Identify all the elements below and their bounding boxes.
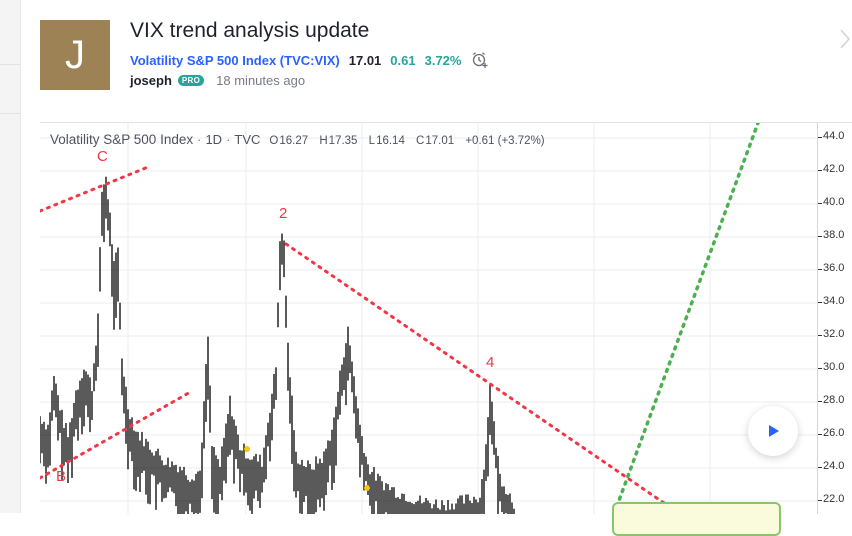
trendline-lower [40,389,194,480]
legend-high: 17.35 [328,135,358,147]
author-row: joseph PRO 18 minutes ago [130,73,305,88]
published-time: 18 minutes ago [216,73,306,88]
last-price: 17.01 [348,52,382,68]
left-gutter [0,0,21,513]
legend-low: 16.14 [376,135,405,147]
play-button[interactable] [748,406,798,456]
wave-label-c: C [97,148,108,165]
price-tick: 30.0 [818,361,844,373]
price-change: 0.61 [390,52,416,68]
legend-change: +0.61 (+3.72%) [465,135,545,147]
event-marker [364,485,370,491]
play-icon [769,425,779,437]
legend-close: 17.01 [425,135,455,147]
symbol-link[interactable]: Volatility S&P 500 Index (TVC:VIX) [130,52,340,68]
legend-low-key: L [368,135,376,147]
price-tick: 34.0 [818,295,844,307]
avatar-letter: J [65,32,85,77]
price-tick: 40.0 [818,196,844,208]
price-tick: 24.0 [818,460,844,472]
price-tick: 26.0 [818,427,844,439]
symbol-row: Volatility S&P 500 Index (TVC:VIX) 17.01… [130,51,489,69]
wave-label-b: B [56,468,67,485]
trendline-descending [284,242,682,514]
event-marker [244,446,250,452]
legend-separator: · [226,132,231,147]
legend-open: 16.27 [279,135,309,147]
chevron-right-icon[interactable] [838,28,852,55]
trendline-upper [40,165,150,213]
wave-label-2: 2 [279,205,288,222]
price-tick: 22.0 [818,493,844,505]
chart-canvas[interactable] [40,123,852,514]
trendline-projection [612,123,760,514]
gutter-notch [0,64,20,114]
price-tick: 28.0 [818,394,844,406]
author-avatar[interactable]: J [40,20,110,90]
wave-label-4: 4 [486,354,495,371]
legend-source: TVC [234,132,261,147]
legend-close-key: C [416,135,425,147]
pro-badge: PRO [177,75,205,86]
price-tick: 36.0 [818,262,844,274]
price-tick: 42.0 [818,163,844,175]
author-name[interactable]: joseph [130,73,172,88]
chart-legend: Volatility S&P 500 Index · 1D · TVC O16.… [50,132,545,147]
legend-high-key: H [319,135,328,147]
legend-symbol: Volatility S&P 500 Index [50,132,194,147]
legend-separator: · [197,132,202,147]
price-axis[interactable]: 44.0 42.0 40.0 38.0 36.0 34.0 32.0 30.0 … [817,123,852,514]
chart-area[interactable]: Volatility S&P 500 Index · 1D · TVC O16.… [40,122,852,514]
price-tick: 38.0 [818,229,844,241]
price-change-percent: 3.72% [424,52,462,68]
idea-title: VIX trend analysis update [130,19,370,42]
price-tick: 32.0 [818,328,844,340]
legend-ohlc: O16.27 H17.35 L16.14 C17.01 +0.61 (+3.72… [269,135,544,147]
legend-interval: 1D [205,132,223,147]
legend-open-key: O [269,135,279,147]
target-zone-box[interactable] [612,502,781,536]
price-tick: 44.0 [818,130,844,142]
alarm-clock-plus-icon[interactable] [471,51,489,69]
